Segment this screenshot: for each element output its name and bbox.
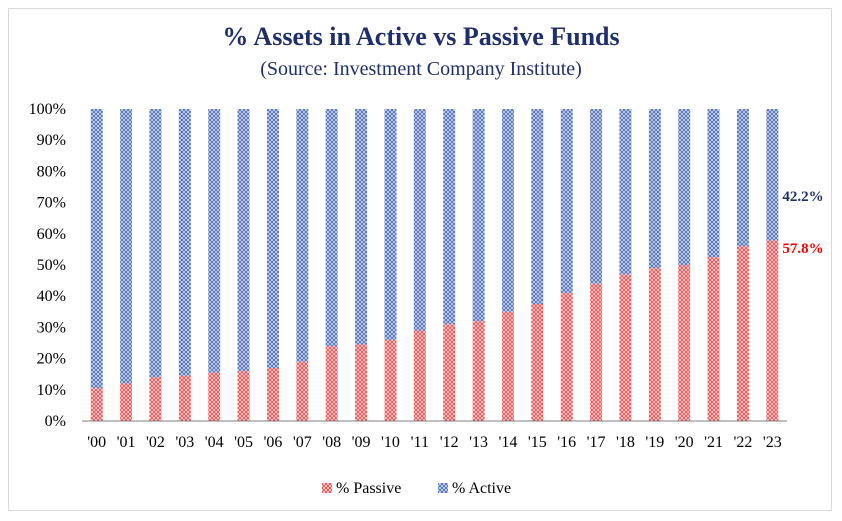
bar-active [619, 109, 632, 275]
bar-active [355, 109, 368, 345]
x-tick-label: '02 [146, 434, 165, 451]
bar-active [736, 109, 749, 247]
bar-passive [178, 375, 191, 421]
bar-passive [413, 330, 426, 421]
x-tick-label: '17 [587, 434, 606, 451]
bar-passive [736, 246, 749, 421]
chart-subtitle: (Source: Investment Company Institute) [260, 58, 582, 80]
bar-active [237, 109, 250, 372]
x-tick-label: '04 [205, 434, 224, 451]
chart-title: % Assets in Active vs Passive Funds [222, 22, 619, 51]
x-tick-label: '06 [263, 434, 282, 451]
legend-label-active: % Active [452, 480, 511, 497]
x-tick-label: '05 [234, 434, 253, 451]
x-tick-label: '21 [704, 434, 723, 451]
y-tick-label: 60% [37, 226, 66, 243]
bar-passive [266, 367, 279, 421]
bar-passive [531, 304, 544, 421]
y-tick-label: 30% [37, 319, 66, 336]
bar-active [296, 109, 309, 362]
x-tick-label: '22 [733, 434, 752, 451]
bar-active [707, 109, 720, 258]
end-label-active: 42.2% [782, 189, 823, 205]
x-tick-label: '08 [322, 434, 341, 451]
bar-active [678, 109, 691, 265]
legend-swatch-active [438, 483, 448, 493]
bar-active [208, 109, 221, 373]
y-tick-label: 50% [37, 257, 66, 274]
bar-active [384, 109, 397, 340]
x-tick-label: '23 [763, 434, 782, 451]
bar-passive [325, 346, 338, 421]
x-tick-label: '20 [675, 434, 694, 451]
bar-active [149, 109, 162, 378]
x-tick-label: '00 [87, 434, 106, 451]
bar-active [766, 109, 779, 241]
bar-passive [560, 293, 573, 421]
plot-area [90, 109, 779, 421]
x-tick-label: '14 [498, 434, 517, 451]
bar-passive [590, 283, 603, 421]
x-tick-label: '07 [293, 434, 312, 451]
legend-label-passive: % Passive [336, 480, 401, 497]
bar-passive [766, 240, 779, 421]
bar-active [648, 109, 661, 269]
bar-active [560, 109, 573, 294]
x-tick-label: '11 [411, 434, 429, 451]
x-tick-label: '15 [528, 434, 547, 451]
bar-passive [472, 321, 485, 421]
x-tick-label: '18 [616, 434, 635, 451]
bar-passive [120, 383, 133, 421]
legend-swatch-passive [322, 483, 332, 493]
x-tick-label: '12 [440, 434, 459, 451]
bar-passive [501, 311, 514, 421]
bar-active [443, 109, 456, 325]
end-label-passive: 57.8% [782, 241, 823, 257]
legend: % Passive % Active [322, 480, 511, 497]
bar-passive [296, 361, 309, 421]
bar-passive [90, 388, 103, 421]
bar-passive [707, 257, 720, 421]
bar-passive [443, 324, 456, 421]
bar-passive [678, 265, 691, 421]
x-tick-label: '10 [381, 434, 400, 451]
x-tick-label: '13 [469, 434, 488, 451]
x-tick-label: '19 [645, 434, 664, 451]
y-tick-label: 90% [37, 132, 66, 149]
y-tick-label: 40% [37, 288, 66, 305]
y-tick-label: 10% [37, 382, 66, 399]
x-tick-label: '16 [557, 434, 576, 451]
bar-passive [149, 377, 162, 421]
bar-passive [384, 339, 397, 421]
x-axis: '00 '01 '02 '03 '04 '05 '06 '07 '08 '09 '10 '11 '12 '… [87, 434, 782, 451]
x-tick-label: '03 [175, 434, 194, 451]
bar-active [590, 109, 603, 284]
bar-active [413, 109, 426, 331]
bar-active [472, 109, 485, 322]
y-tick-label: 0% [45, 413, 66, 430]
bar-passive [355, 344, 368, 421]
bar-active [90, 109, 103, 389]
bar-active [531, 109, 544, 304]
y-tick-label: 100% [29, 101, 66, 118]
x-tick-label: '01 [117, 434, 136, 451]
bar-passive [237, 371, 250, 421]
bar-active [266, 109, 279, 368]
y-tick-label: 20% [37, 351, 66, 368]
bar-passive [648, 268, 661, 421]
y-tick-label: 70% [37, 195, 66, 212]
bar-active [501, 109, 514, 312]
bar-active [120, 109, 133, 384]
bar-passive [208, 372, 221, 421]
y-axis: 0% 10% 20% 30% 40% 50% 60% 70% 80% 90% 100% [29, 101, 66, 430]
bar-active [325, 109, 338, 347]
x-tick-label: '09 [352, 434, 371, 451]
bar-passive [619, 274, 632, 421]
bar-active [178, 109, 191, 376]
y-tick-label: 80% [37, 163, 66, 180]
